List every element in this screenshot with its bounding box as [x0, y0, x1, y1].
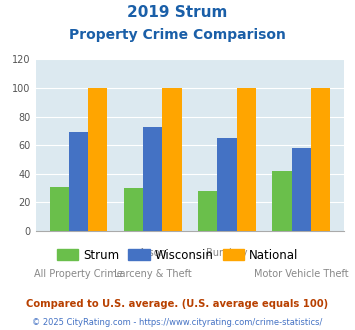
Bar [311, 88, 330, 231]
Text: © 2025 CityRating.com - https://www.cityrating.com/crime-statistics/: © 2025 CityRating.com - https://www.city… [32, 318, 323, 327]
Bar [69, 132, 88, 231]
Text: 2019 Strum: 2019 Strum [127, 5, 228, 20]
Text: Burglary: Burglary [206, 248, 248, 258]
Bar [217, 138, 237, 231]
Bar [88, 88, 108, 231]
Text: Arson: Arson [139, 248, 167, 258]
Bar [292, 148, 311, 231]
Bar [143, 127, 163, 231]
Bar [163, 88, 182, 231]
Text: All Property Crime: All Property Crime [34, 269, 123, 279]
Text: Property Crime Comparison: Property Crime Comparison [69, 28, 286, 42]
Bar [237, 88, 256, 231]
Bar [198, 191, 217, 231]
Bar [50, 187, 69, 231]
Bar [272, 171, 292, 231]
Bar [124, 188, 143, 231]
Text: Larceny & Theft: Larceny & Theft [114, 269, 192, 279]
Text: Compared to U.S. average. (U.S. average equals 100): Compared to U.S. average. (U.S. average … [26, 299, 329, 309]
Text: Motor Vehicle Theft: Motor Vehicle Theft [254, 269, 349, 279]
Legend: Strum, Wisconsin, National: Strum, Wisconsin, National [52, 244, 303, 266]
